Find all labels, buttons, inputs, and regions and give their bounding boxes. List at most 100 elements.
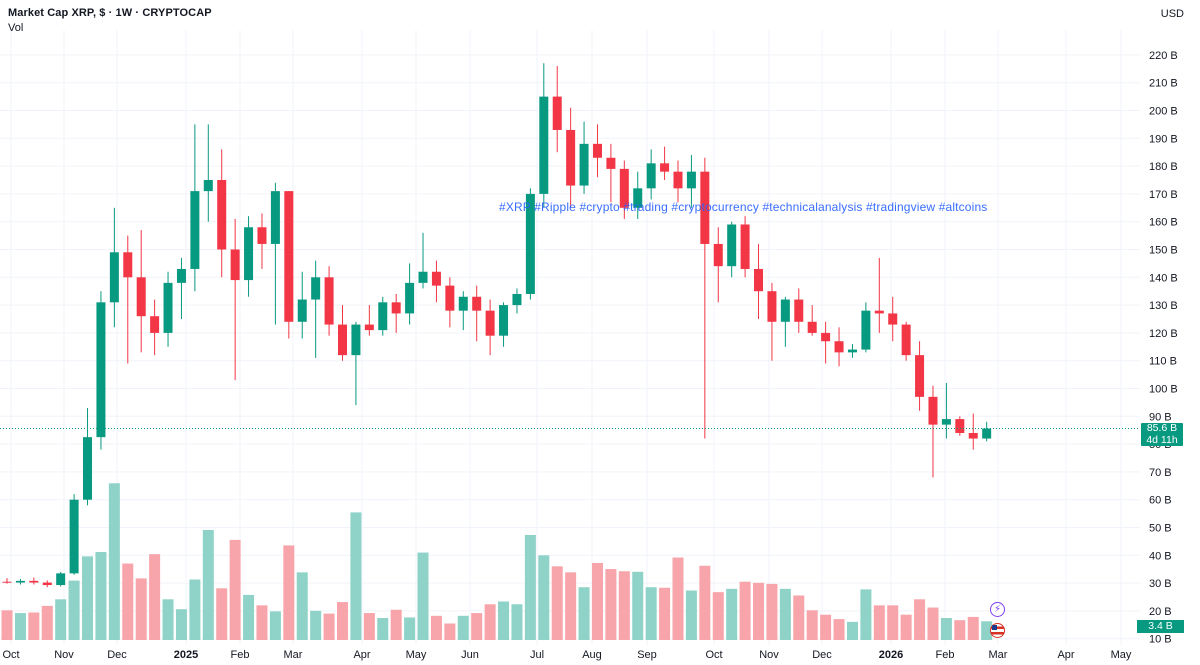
candle-body [297, 299, 307, 322]
chart-title: Market Cap XRP, $ · 1W · CRYPTOCAP [8, 7, 212, 19]
volume-bar [806, 610, 818, 640]
volume-bar [833, 619, 845, 640]
price-tick-label: 140 B [1149, 272, 1178, 284]
volume-bar [498, 601, 510, 640]
volume-bar [256, 605, 268, 640]
candle-body [539, 96, 549, 194]
candle-body [901, 324, 911, 356]
price-tick-label: 100 B [1149, 384, 1178, 396]
time-tick-label: Mar [989, 649, 1008, 661]
volume-bar [337, 602, 348, 640]
volume-bar [108, 483, 120, 640]
candle-body [378, 302, 388, 331]
time-axis[interactable]: Oct Nov Dec 2025 Feb Mar Apr May Jun Jul Aug Sep Oct… [2, 649, 1131, 661]
volume-bar [363, 613, 375, 640]
candle-body [915, 355, 925, 397]
price-tick-label: 170 B [1149, 189, 1178, 201]
volume-bar [457, 615, 469, 640]
candle-body [861, 310, 871, 350]
grid-lines [0, 30, 1140, 645]
price-tick-label: 90 B [1149, 411, 1172, 423]
price-tick-label: 70 B [1149, 467, 1172, 479]
volume-bar [135, 578, 147, 640]
time-tick-label: Nov [54, 649, 74, 661]
candle-body [552, 96, 562, 130]
price-tick-label: 190 B [1149, 133, 1178, 145]
volume-bar [323, 613, 335, 640]
candle-body [525, 193, 535, 294]
volume-bar [82, 556, 94, 640]
time-tick-label: 2025 [174, 649, 198, 661]
volume-bar [914, 599, 926, 640]
price-tick-label: 130 B [1149, 300, 1178, 312]
volume-bar [578, 587, 590, 640]
candle-body [660, 163, 670, 172]
volume-bar [390, 609, 402, 640]
price-axis[interactable]: 10 B20 B30 B40 B50 B60 B70 B80 B90 B100 … [1149, 50, 1178, 646]
candle-body [230, 249, 240, 281]
candle-body [217, 180, 227, 250]
candle-body [499, 305, 509, 336]
candle-body [458, 296, 468, 311]
price-tick-label: 160 B [1149, 217, 1178, 229]
price-tick-label: 40 B [1149, 550, 1172, 562]
candle-body [713, 243, 723, 267]
volume-bar [149, 554, 161, 640]
volume-bar [471, 613, 483, 640]
candle-body [176, 268, 186, 283]
volume-bar [41, 605, 53, 640]
time-tick-label: Feb [231, 649, 250, 661]
candle-body [324, 277, 334, 325]
volume-bar [846, 621, 858, 640]
time-tick-label: May [1111, 649, 1132, 661]
candle-body [941, 419, 951, 425]
candle-body [686, 171, 696, 189]
bar-countdown: 4d 11h [1146, 433, 1178, 446]
candle-body [391, 302, 401, 314]
candle-body [445, 285, 455, 311]
candle-body [955, 419, 965, 433]
volume-bar [739, 581, 751, 640]
candle-body [928, 396, 938, 425]
volume-bar [28, 612, 40, 640]
volume-bar [162, 599, 174, 640]
time-tick-label: Oct [705, 649, 722, 661]
price-tick-label: 20 B [1149, 606, 1172, 618]
volume-bars [1, 483, 993, 640]
lightning-icon[interactable]: ⚡ [990, 602, 1005, 617]
candle-body [485, 310, 495, 336]
volume-bar [632, 571, 644, 640]
candle-body [431, 271, 441, 286]
price-tick-label: 110 B [1149, 356, 1177, 368]
volume-bar [551, 566, 563, 640]
candle-body [364, 324, 374, 331]
time-tick-label: 2026 [879, 649, 903, 661]
volume-bar [404, 617, 416, 640]
price-tick-label: 210 B [1149, 78, 1178, 90]
last-volume-tag: 3.4 B [1137, 620, 1184, 633]
candle-body [579, 143, 589, 186]
volume-bar [202, 530, 214, 640]
us-flag-icon[interactable] [990, 623, 1005, 638]
last-price-tag: 85.6 B 4d 11h [1141, 422, 1183, 446]
volume-bar [377, 618, 389, 640]
volume-bar [659, 587, 671, 640]
time-tick-label: Nov [759, 649, 779, 661]
candle-body [29, 580, 39, 583]
chart-legend[interactable]: Market Cap XRP, $ · 1W · CRYPTOCAP Vol [8, 6, 212, 36]
volume-bar [860, 589, 872, 640]
volume-bar [269, 611, 281, 640]
volume-bar [900, 614, 912, 640]
volume-bar [645, 587, 657, 640]
candle-body [351, 324, 361, 356]
candle-body [874, 310, 884, 314]
candle-body [257, 227, 267, 244]
currency-label[interactable]: USD [1160, 8, 1184, 20]
candle-body [109, 252, 119, 303]
time-tick-label: Aug [582, 649, 602, 661]
volume-bar [229, 539, 241, 640]
candle-body [606, 157, 616, 169]
last-price-value: 85.6 B [1146, 422, 1178, 434]
candle-body [472, 296, 482, 311]
